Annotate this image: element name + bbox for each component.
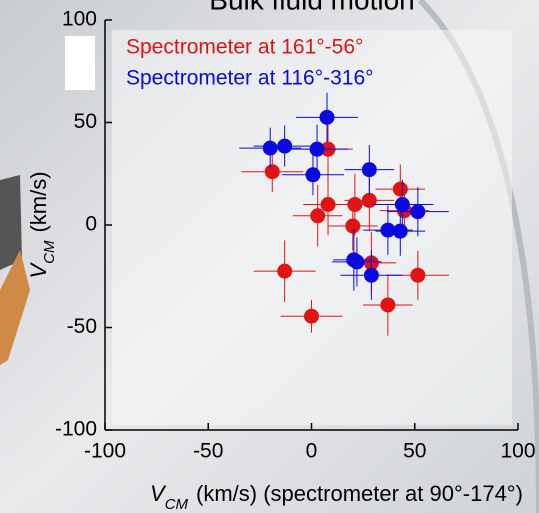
point — [380, 297, 396, 313]
point — [361, 192, 377, 208]
decor-cylinder — [0, 175, 22, 270]
point — [410, 267, 426, 283]
point — [394, 197, 410, 212]
point — [410, 204, 426, 220]
axis-labels: VCM (km/s) (spectrometer at 90°-174°) VCM… — [26, 171, 523, 513]
x-tick-label: -100 — [84, 440, 126, 463]
point — [309, 141, 325, 157]
point — [277, 138, 293, 154]
point — [349, 254, 365, 270]
y-tick-label: -50 — [67, 315, 97, 338]
plot-area — [112, 30, 512, 425]
point — [345, 218, 361, 234]
point — [363, 267, 379, 283]
y-tick-label: 50 — [74, 110, 97, 133]
point — [347, 197, 363, 212]
decor-beam — [0, 250, 30, 365]
point — [319, 109, 335, 125]
y-tick-label: 100 — [62, 8, 97, 31]
y-tick-label: 0 — [85, 213, 97, 236]
point — [361, 162, 377, 178]
point — [320, 197, 336, 212]
legend-entry: Spectrometer at 116°-316° — [126, 67, 374, 90]
point — [380, 222, 396, 238]
legend-entry: Spectrometer at 161°-56° — [126, 36, 363, 59]
decor-panel — [65, 36, 95, 90]
point — [262, 140, 278, 156]
x-tick-label: 50 — [403, 440, 426, 463]
x-tick-label: 0 — [306, 440, 318, 463]
point — [392, 181, 408, 197]
point — [305, 167, 321, 183]
point — [304, 308, 319, 324]
point — [277, 263, 293, 279]
y-label: VCM(km/s) — [26, 171, 58, 278]
y-tick-label: -100 — [55, 418, 97, 441]
point — [264, 164, 280, 180]
x-label: VCM (km/s) (spectrometer at 90°-174°) — [150, 481, 523, 513]
x-tick-label: 100 — [500, 440, 535, 463]
x-tick-label: -50 — [193, 440, 223, 463]
point — [392, 223, 408, 239]
point — [310, 208, 326, 224]
chart-title: Bulk fluid motion — [209, 0, 414, 15]
